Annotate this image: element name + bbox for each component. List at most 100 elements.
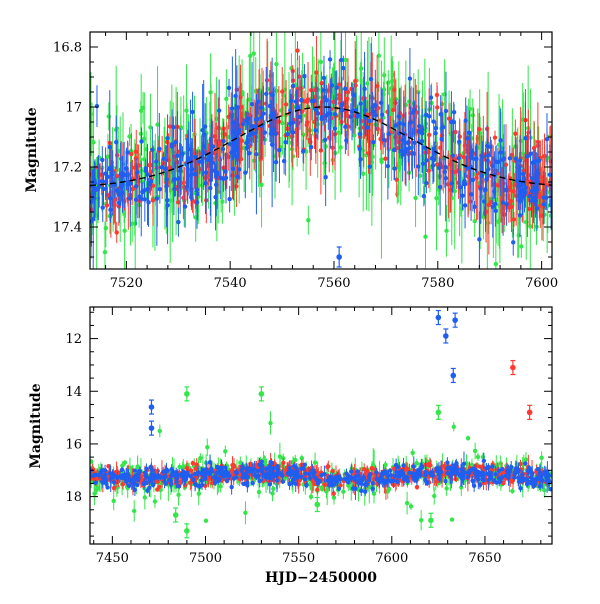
y-tick-label: 17 — [65, 101, 82, 116]
data-point — [322, 76, 326, 80]
data-point — [114, 140, 118, 144]
data-point — [261, 111, 265, 115]
data-point — [89, 112, 93, 116]
data-point — [471, 113, 475, 117]
data-point — [368, 164, 372, 168]
data-point — [542, 202, 546, 206]
data-point — [244, 141, 248, 145]
data-point — [247, 133, 251, 137]
data-point — [451, 153, 455, 157]
data-point — [165, 198, 169, 202]
data-point — [357, 147, 361, 151]
data-point — [229, 485, 233, 489]
data-point — [281, 461, 285, 465]
data-point — [205, 445, 209, 449]
data-point — [296, 105, 300, 109]
data-point — [122, 228, 126, 232]
data-point — [491, 204, 495, 208]
data-point — [474, 157, 478, 161]
data-point — [422, 194, 426, 198]
data-point — [330, 146, 334, 150]
data-point — [432, 494, 436, 498]
series-blue — [88, 452, 553, 500]
data-point — [224, 97, 228, 101]
data-point — [490, 464, 494, 468]
data-point — [452, 425, 456, 429]
data-point — [387, 487, 391, 491]
data-point — [510, 489, 514, 493]
data-point — [291, 120, 295, 124]
data-point — [444, 165, 448, 169]
data-point — [158, 429, 162, 433]
data-point — [424, 181, 428, 185]
data-point — [511, 240, 515, 244]
data-point — [230, 106, 234, 110]
data-point — [248, 54, 252, 58]
data-point — [333, 112, 337, 116]
data-point — [512, 183, 516, 187]
data-point — [468, 199, 472, 203]
data-point — [137, 194, 141, 198]
data-point — [306, 218, 310, 222]
data-point — [274, 132, 278, 136]
data-point — [424, 113, 428, 117]
y-tick-label: 17.4 — [53, 221, 82, 236]
data-point — [254, 152, 258, 156]
data-point — [358, 157, 362, 161]
data-point — [154, 159, 158, 163]
data-point — [408, 76, 412, 80]
data-point — [223, 449, 227, 453]
data-point — [548, 172, 552, 176]
data-point — [528, 151, 532, 155]
data-point — [379, 101, 383, 105]
data-point — [478, 187, 482, 191]
data-point — [233, 94, 237, 98]
data-point — [518, 213, 522, 217]
data-point — [218, 484, 222, 488]
data-point — [527, 194, 531, 198]
data-point — [355, 114, 359, 118]
data-point — [369, 77, 373, 81]
data-point — [371, 110, 375, 114]
data-point — [416, 164, 420, 168]
data-point — [313, 128, 317, 132]
data-point — [462, 155, 466, 159]
data-point — [158, 187, 162, 191]
data-point — [216, 126, 220, 130]
data-point — [105, 203, 109, 207]
data-point — [216, 190, 220, 194]
data-point — [330, 469, 334, 473]
data-point — [209, 147, 213, 151]
data-point — [493, 472, 497, 476]
data-point — [319, 117, 323, 121]
data-point — [468, 107, 472, 111]
data-point — [155, 196, 159, 200]
data-point — [328, 57, 332, 61]
data-point — [184, 108, 188, 112]
data-point — [264, 92, 268, 96]
data-point — [542, 154, 546, 158]
data-point — [95, 104, 99, 108]
data-point — [311, 99, 315, 103]
data-point — [115, 126, 119, 130]
data-point — [176, 493, 180, 497]
data-point — [172, 187, 176, 191]
data-point — [284, 102, 288, 106]
data-point — [246, 116, 250, 120]
data-point — [94, 488, 98, 492]
data-point — [429, 101, 433, 105]
data-point — [282, 159, 286, 163]
data-point — [343, 87, 347, 91]
data-point — [338, 145, 342, 149]
data-point — [337, 93, 341, 97]
data-point — [358, 102, 362, 106]
x-tick-label: 7580 — [421, 276, 454, 291]
data-point — [383, 156, 387, 160]
data-point — [485, 144, 489, 148]
data-point — [305, 120, 309, 124]
data-point — [180, 151, 184, 155]
data-point — [299, 98, 303, 102]
data-point — [108, 145, 112, 149]
data-point — [410, 151, 414, 155]
data-point — [132, 509, 136, 513]
